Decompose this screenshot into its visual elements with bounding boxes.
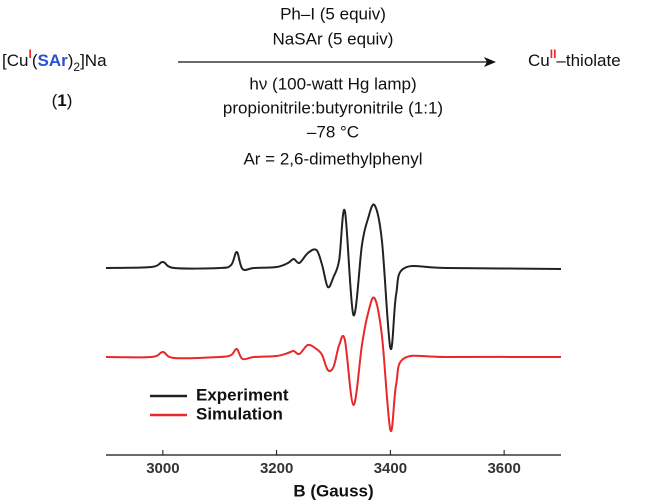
reactant-part: [Cu <box>2 51 28 70</box>
legend-label: Experiment <box>196 385 289 404</box>
x-tick-label: 3600 <box>487 460 520 477</box>
spectrum-line <box>105 296 562 432</box>
reactant-part: ) <box>68 51 74 70</box>
product-part: –thiolate <box>556 51 620 70</box>
spectrum-line <box>105 203 562 351</box>
paren: ) <box>67 91 73 110</box>
x-axis-label: B (Gauss) <box>293 481 373 500</box>
compound-number: 1 <box>57 91 66 110</box>
reactant-part: ( <box>32 51 38 70</box>
paren: ( <box>52 91 58 110</box>
x-tick-label: 3200 <box>260 460 293 477</box>
oxidation-state: I <box>28 47 31 61</box>
reactant-part: ]Na <box>80 51 107 70</box>
oxidation-state: II <box>550 47 557 61</box>
product: CuII–thiolate <box>528 47 621 70</box>
condition: propionitrile:butyronitrile (1:1) <box>223 98 443 117</box>
compound-label: (1) <box>52 91 73 110</box>
condition: hν (100-watt Hg lamp) <box>249 74 416 93</box>
condition: Ar = 2,6-dimethylphenyl <box>243 149 422 168</box>
condition: –78 °C <box>307 122 359 141</box>
x-tick-label: 3000 <box>146 460 179 477</box>
condition: Ph–I (5 equiv) <box>280 4 386 23</box>
subscript: 2 <box>73 60 80 74</box>
reactant: [CuI(SAr)2]Na <box>2 47 107 74</box>
legend-label: Simulation <box>196 404 283 423</box>
arrow-head <box>484 57 496 67</box>
condition: NaSAr (5 equiv) <box>273 29 394 48</box>
ligand: SAr <box>37 51 68 70</box>
product-part: Cu <box>528 51 550 70</box>
x-tick-label: 3400 <box>374 460 407 477</box>
